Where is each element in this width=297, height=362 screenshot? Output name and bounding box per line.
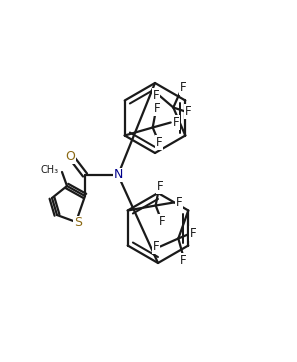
Text: F: F <box>157 180 163 193</box>
Text: F: F <box>175 196 182 209</box>
Text: F: F <box>155 136 162 149</box>
Text: F: F <box>172 116 179 129</box>
Text: F: F <box>185 105 192 118</box>
Text: F: F <box>180 254 187 267</box>
Text: O: O <box>65 151 75 164</box>
Text: CH₃: CH₃ <box>41 165 59 175</box>
Text: F: F <box>180 81 187 94</box>
Text: S: S <box>74 216 82 230</box>
Text: F: F <box>153 102 160 115</box>
Text: F: F <box>153 240 159 253</box>
Text: F: F <box>153 89 159 102</box>
Text: N: N <box>113 168 123 181</box>
Text: F: F <box>190 227 197 240</box>
Text: F: F <box>158 215 165 228</box>
